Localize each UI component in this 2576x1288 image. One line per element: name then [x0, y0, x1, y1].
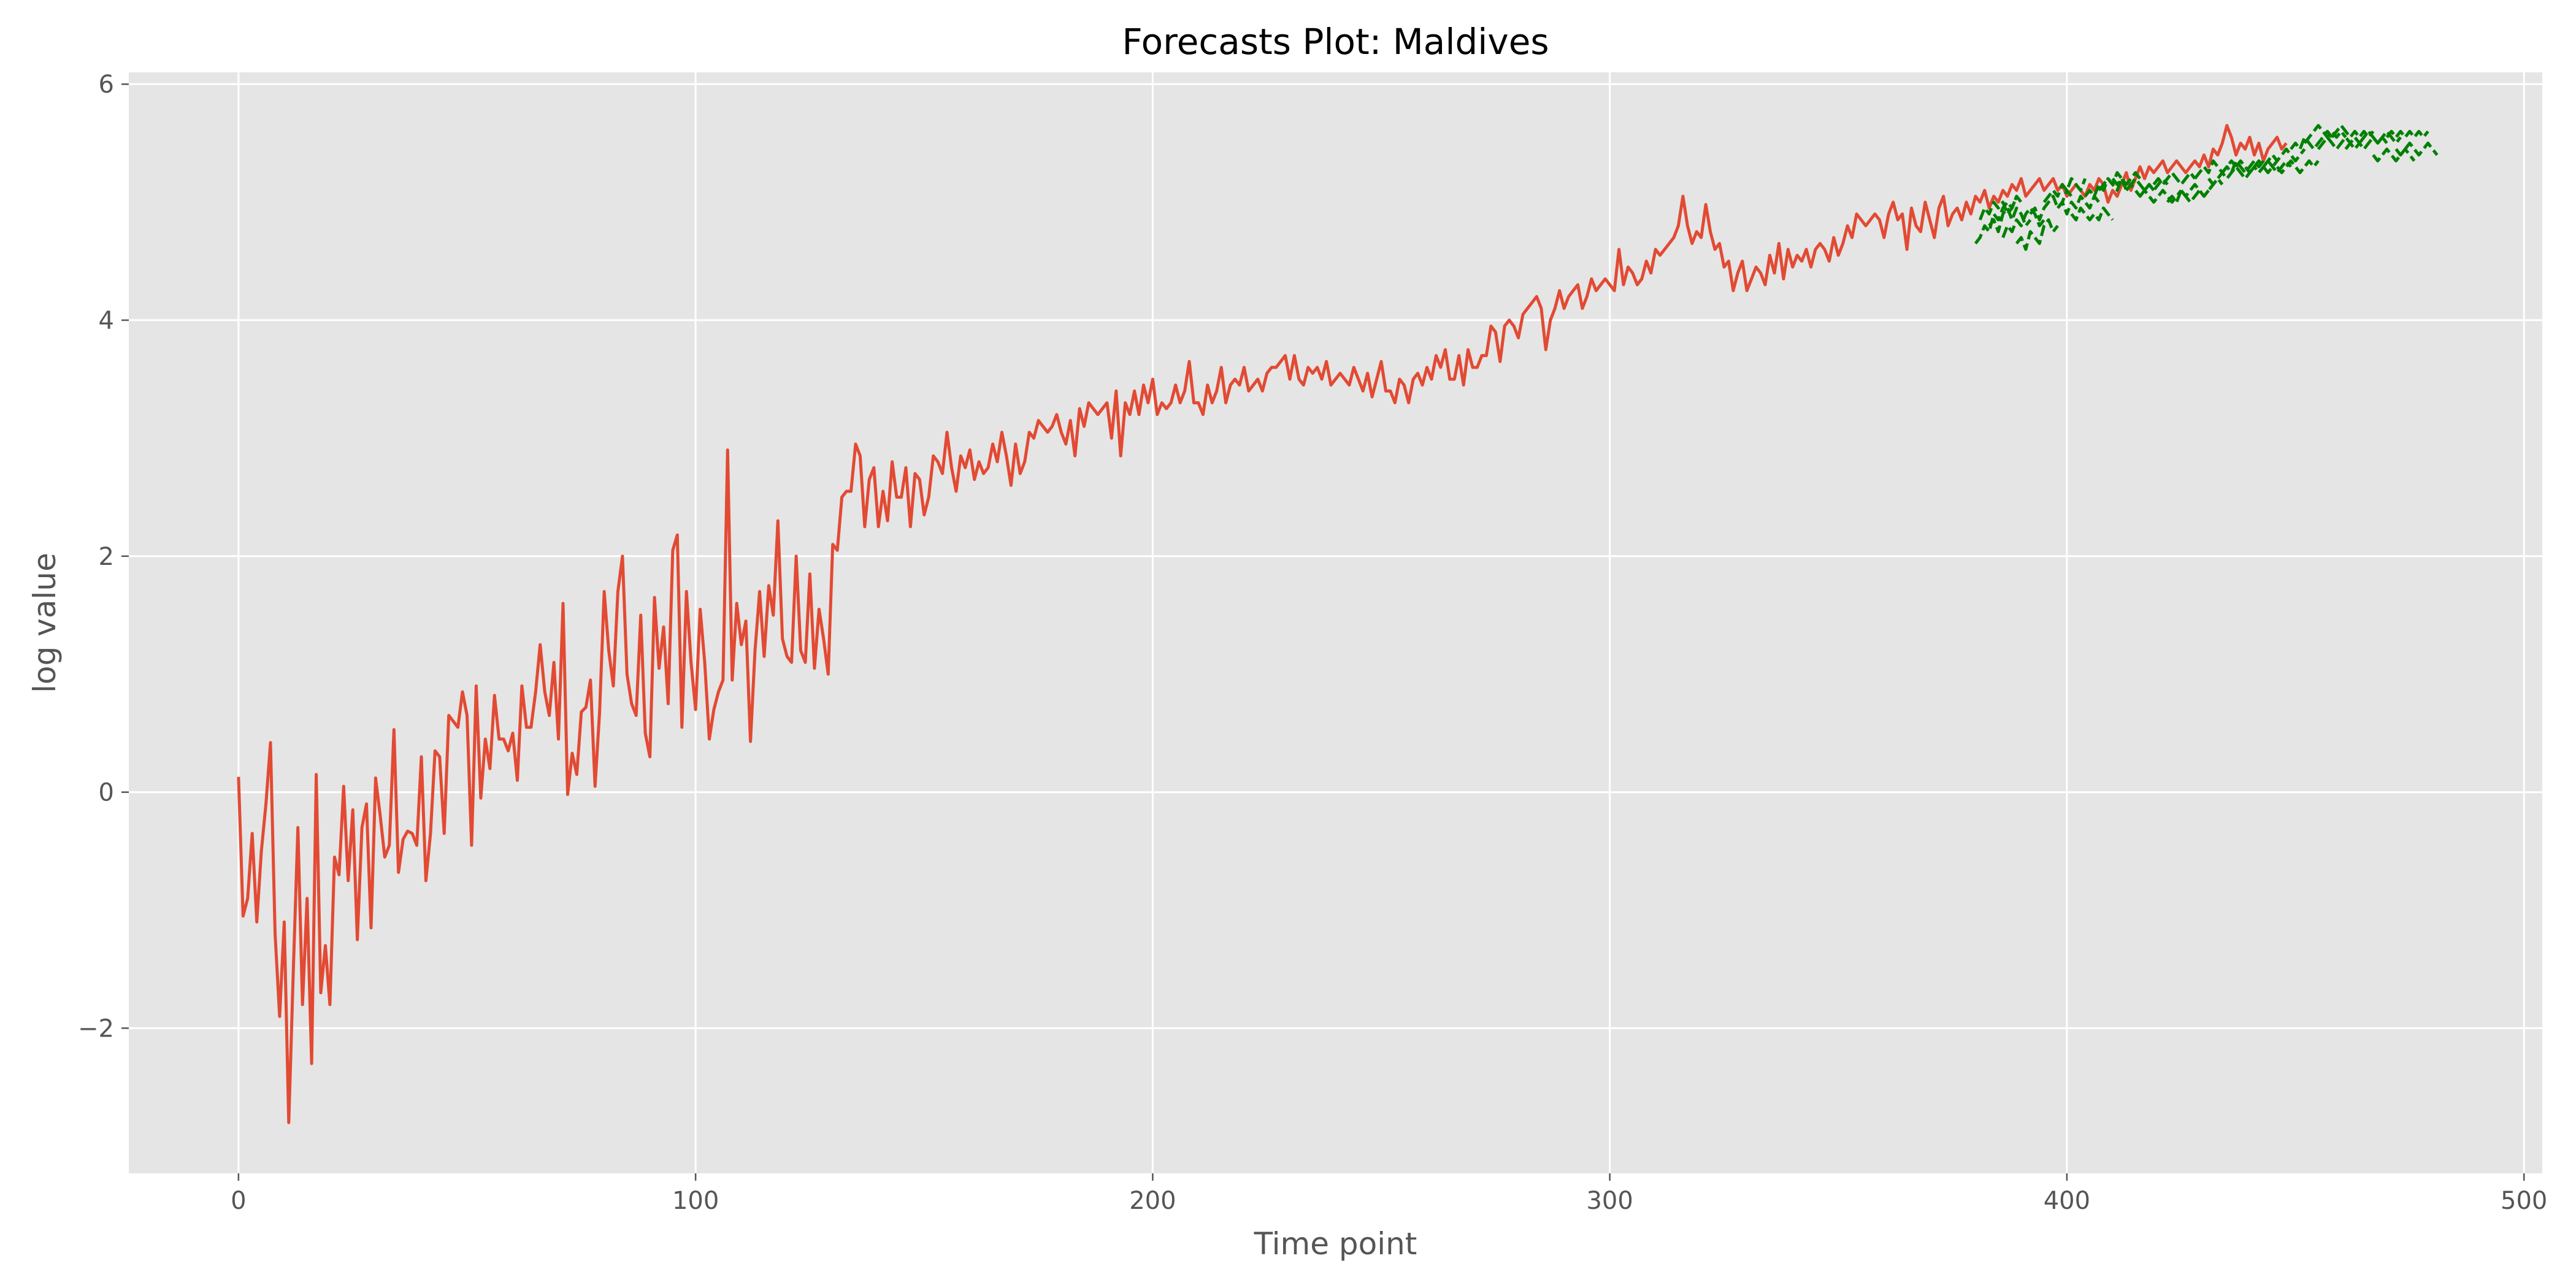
forecast-series-line [2385, 129, 2429, 139]
x-axis-title: Time point [1254, 1226, 1417, 1262]
plot-area [129, 72, 2542, 1173]
forecast-series-line [1974, 196, 2018, 245]
forecast-series-line [2290, 129, 2334, 151]
grid-lines [129, 72, 2542, 1173]
x-tick-label: 500 [2501, 1187, 2547, 1215]
x-tick-label: 300 [1586, 1187, 1633, 1215]
forecast-series-line [2262, 147, 2306, 168]
y-tick-label: 2 [99, 543, 114, 571]
y-tick-label: −2 [78, 1014, 114, 1043]
forecast-series-line [2098, 171, 2142, 191]
forecast-series-line [2275, 159, 2320, 174]
axis-ticks: 0 100 200 300 400 500 −2 0 2 4 6 [78, 71, 2547, 1215]
forecast-series-line [2139, 188, 2183, 204]
chart-title: Forecasts Plot: Maldives [1122, 21, 1549, 63]
x-tick-label: 100 [672, 1187, 719, 1215]
forecast-series-line [2180, 177, 2224, 198]
forecast-series-line [2166, 188, 2210, 204]
forecast-series-line [2070, 206, 2114, 221]
series-group [237, 124, 2439, 1124]
y-tick-label: 0 [99, 779, 114, 807]
x-tick-label: 0 [231, 1187, 246, 1215]
forecast-series-line [2015, 218, 2059, 251]
forecast-series-line [2317, 136, 2361, 151]
forecast-series-line [2221, 159, 2265, 174]
forecast-series-line [2372, 147, 2416, 163]
forecast-series-line [2394, 141, 2439, 157]
y-tick-label: 6 [99, 71, 114, 99]
forecast-series-line [2358, 129, 2402, 145]
forecast-series-line [2057, 194, 2101, 216]
forecast-series-line [2083, 177, 2128, 198]
forecast-series-line [2001, 206, 2045, 239]
forecast-series-line [2303, 124, 2347, 144]
forecast-series-line [2248, 159, 2293, 174]
forecast-series-line [1978, 194, 2023, 221]
y-axis-title: log value [27, 553, 63, 693]
x-tick-label: 400 [2044, 1187, 2090, 1215]
actual-series-line [237, 124, 2288, 1124]
forecast-series-line [2207, 165, 2251, 186]
forecast-series-line [2042, 177, 2087, 204]
forecast-series-line [2234, 159, 2279, 174]
forecast-series-line [2152, 171, 2196, 186]
forecast-series-line [2193, 159, 2237, 180]
x-tick-label: 200 [1129, 1187, 1176, 1215]
forecast-series-line [2331, 124, 2375, 139]
y-tick-label: 4 [99, 307, 114, 335]
forecast-series-line [2125, 177, 2169, 198]
forecast-series-line [2111, 177, 2155, 192]
